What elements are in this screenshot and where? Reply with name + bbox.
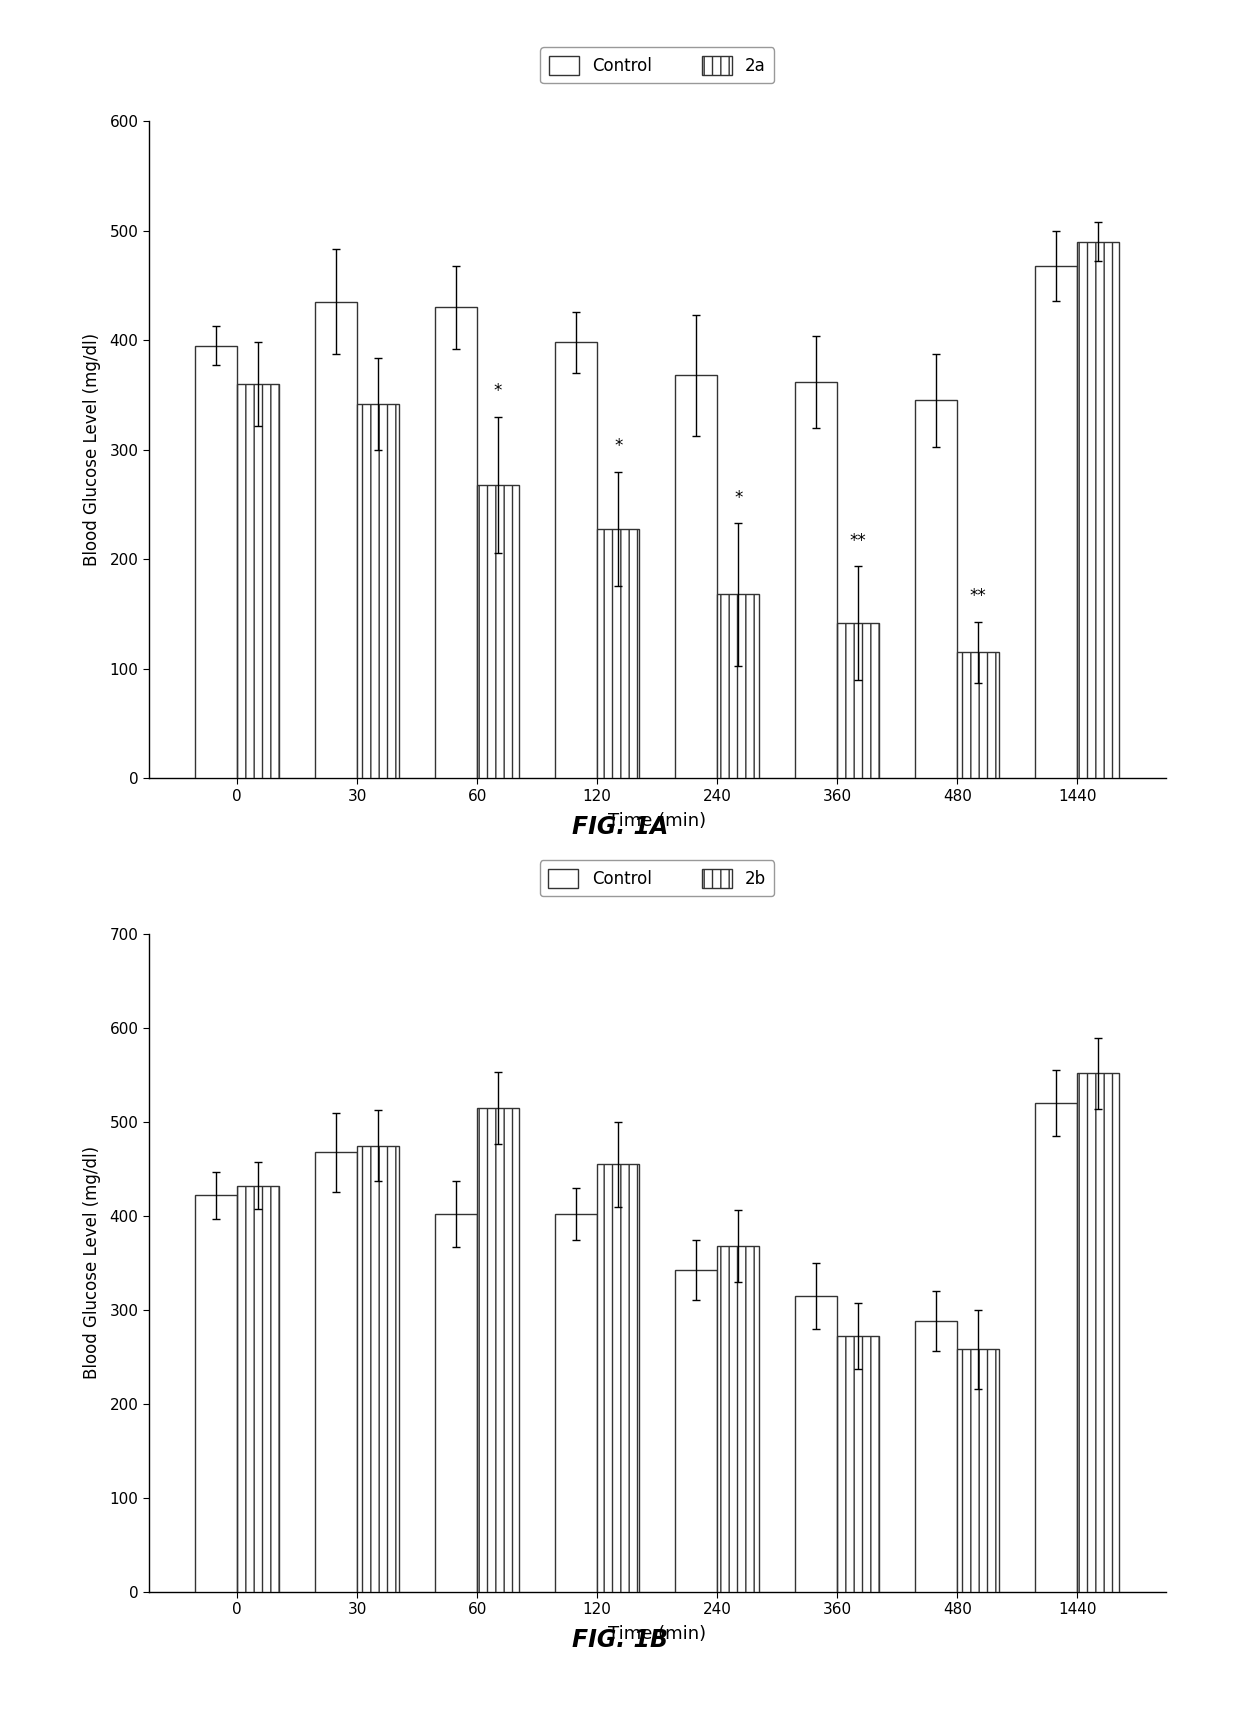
Bar: [1035, 266, 1078, 778]
X-axis label: Time (min): Time (min): [608, 1626, 707, 1643]
Bar: [237, 1185, 279, 1592]
Bar: [676, 1270, 717, 1592]
Bar: [237, 384, 279, 778]
Text: *: *: [494, 382, 502, 400]
Bar: [957, 652, 999, 778]
Bar: [195, 1195, 237, 1592]
Bar: [477, 484, 520, 778]
Text: *: *: [734, 490, 743, 507]
Bar: [915, 1322, 957, 1592]
Bar: [1078, 242, 1120, 778]
Bar: [435, 1214, 477, 1592]
Bar: [315, 1152, 357, 1592]
Bar: [556, 1214, 598, 1592]
Bar: [915, 400, 957, 778]
Bar: [598, 529, 639, 778]
Bar: [1078, 1073, 1120, 1592]
Bar: [556, 343, 598, 778]
Bar: [195, 346, 237, 778]
Legend: Control, 2a: Control, 2a: [541, 47, 774, 83]
Bar: [676, 375, 717, 778]
Bar: [598, 1164, 639, 1592]
Bar: [717, 1246, 759, 1592]
Bar: [1035, 1104, 1078, 1592]
Bar: [837, 1336, 879, 1592]
Bar: [315, 301, 357, 778]
Bar: [357, 1145, 399, 1592]
Y-axis label: Blood Glucose Level (mg/dl): Blood Glucose Level (mg/dl): [83, 1147, 100, 1379]
Text: **: **: [970, 588, 987, 606]
Text: **: **: [849, 531, 867, 550]
Bar: [957, 1349, 999, 1592]
Bar: [357, 403, 399, 778]
Bar: [795, 1296, 837, 1592]
Text: FIG. 1B: FIG. 1B: [572, 1628, 668, 1652]
Legend: Control, 2b: Control, 2b: [541, 860, 774, 896]
Bar: [837, 623, 879, 778]
Y-axis label: Blood Glucose Level (mg/dl): Blood Glucose Level (mg/dl): [83, 334, 100, 566]
Bar: [795, 382, 837, 778]
Bar: [717, 595, 759, 779]
Bar: [477, 1107, 520, 1592]
Text: *: *: [614, 438, 622, 455]
Text: FIG. 1A: FIG. 1A: [572, 815, 668, 839]
Bar: [435, 308, 477, 778]
X-axis label: Time (min): Time (min): [608, 813, 707, 830]
